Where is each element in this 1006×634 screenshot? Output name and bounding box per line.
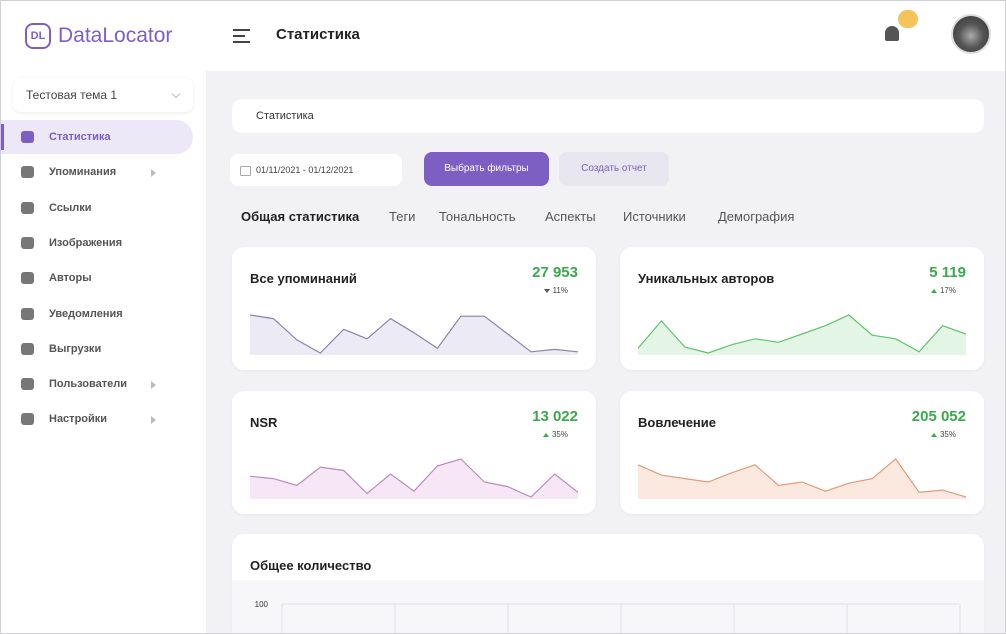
topbar: Статистика (206, 1, 1005, 71)
menu-label: Статистика (49, 131, 111, 143)
chart-title: Общее количество (250, 558, 372, 573)
chart-plot: 100 (232, 580, 984, 633)
page-title: Статистика (276, 26, 360, 43)
menu-label: Выгрузки (49, 342, 102, 355)
card-value: 205 052 (911, 408, 966, 425)
tab[interactable]: Источники (623, 209, 686, 224)
tab[interactable]: Демография (718, 209, 795, 224)
menu-icon (21, 201, 34, 214)
menu-icon (21, 413, 34, 426)
card-title: Уникальных авторов (638, 271, 775, 286)
breadcrumb: Статистика (232, 99, 984, 133)
tab[interactable]: Общая статистика (241, 209, 360, 224)
sidebar: DL DataLocator Тестовая тема 1 Статистик… (1, 1, 206, 633)
menu-label: Авторы (49, 272, 92, 285)
topic-select[interactable]: Тестовая тема 1 (13, 78, 193, 112)
filters-button[interactable]: Выбрать фильтры (424, 152, 549, 186)
tab[interactable]: Аспекты (545, 209, 596, 224)
card-change: 17% (931, 286, 956, 295)
menu-icon (21, 307, 34, 320)
avatar[interactable] (951, 14, 991, 54)
menu-icon (21, 236, 34, 249)
card-change: 35% (931, 430, 956, 439)
sparkline-line (638, 314, 966, 354)
plot-bg (232, 580, 984, 633)
sparkline-area (250, 315, 578, 355)
menu-label: Пользователи (49, 378, 128, 391)
total-chart: Общее количество 100 (232, 534, 984, 633)
menu-icon (21, 131, 34, 143)
menu-label: Упоминания (49, 166, 117, 179)
sparkline (638, 458, 966, 499)
menu-label: Настройки (49, 413, 108, 426)
menu-item[interactable]: Выгрузки (1, 332, 193, 366)
menu-label: Ссылки (49, 201, 92, 214)
menu-toggle[interactable] (233, 29, 250, 43)
card-title: Все упоминаний (250, 271, 357, 286)
submenu-arrow (151, 169, 156, 178)
sparkline-area (638, 315, 966, 355)
submenu-arrow (151, 416, 156, 425)
card-value: 5 119 (929, 264, 966, 281)
stat-card: Все упоминаний 27 953 11% (232, 247, 596, 370)
sparkline-line (250, 314, 578, 354)
menu-item[interactable]: Уведомления (1, 297, 193, 331)
menu-item[interactable]: Авторы (1, 261, 193, 295)
menu-icon (21, 272, 34, 285)
card-title: Вовлечение (638, 415, 716, 430)
card-value: 27 953 (532, 264, 578, 281)
menu-icon (21, 342, 34, 355)
sparkline (638, 314, 966, 355)
report-button[interactable]: Создать отчет (559, 152, 669, 186)
menu-item[interactable]: Статистика (1, 120, 193, 154)
y-tick-label: 100 (255, 600, 269, 609)
sparkline (250, 458, 578, 499)
menu-label: Изображения (49, 236, 123, 249)
sparkline-line (638, 458, 966, 498)
stat-card: Уникальных авторов 5 119 17% (620, 247, 984, 370)
notification-badge (898, 10, 918, 28)
card-change: 35% (543, 430, 568, 439)
tab[interactable]: Тональность (439, 209, 516, 224)
menu-icon (21, 166, 34, 179)
notifications[interactable] (885, 26, 899, 41)
stat-card: NSR 13 022 35% (232, 391, 596, 514)
tab[interactable]: Теги (389, 209, 416, 224)
card-value: 13 022 (532, 408, 578, 425)
sparkline-line (250, 458, 578, 498)
sparkline (250, 314, 578, 355)
menu-icon (21, 378, 34, 391)
menu-item[interactable]: Изображения (1, 226, 193, 260)
card-title: NSR (250, 415, 278, 430)
logo-badge[interactable]: DL (25, 23, 51, 49)
menu-item[interactable]: Упоминания (1, 155, 193, 189)
date-range[interactable]: 01/11/2021 - 01/12/2021 (230, 154, 402, 186)
menu-item[interactable]: Настройки (1, 402, 193, 436)
card-change: 11% (544, 286, 568, 295)
menu-item[interactable]: Пользователи (1, 367, 193, 401)
menu-label: Уведомления (49, 307, 123, 320)
sparkline-area (250, 459, 578, 499)
submenu-arrow (151, 381, 156, 390)
stat-card: Вовлечение 205 052 35% (620, 391, 984, 514)
logo[interactable]: DataLocator (58, 24, 173, 47)
menu-item[interactable]: Ссылки (1, 191, 193, 225)
